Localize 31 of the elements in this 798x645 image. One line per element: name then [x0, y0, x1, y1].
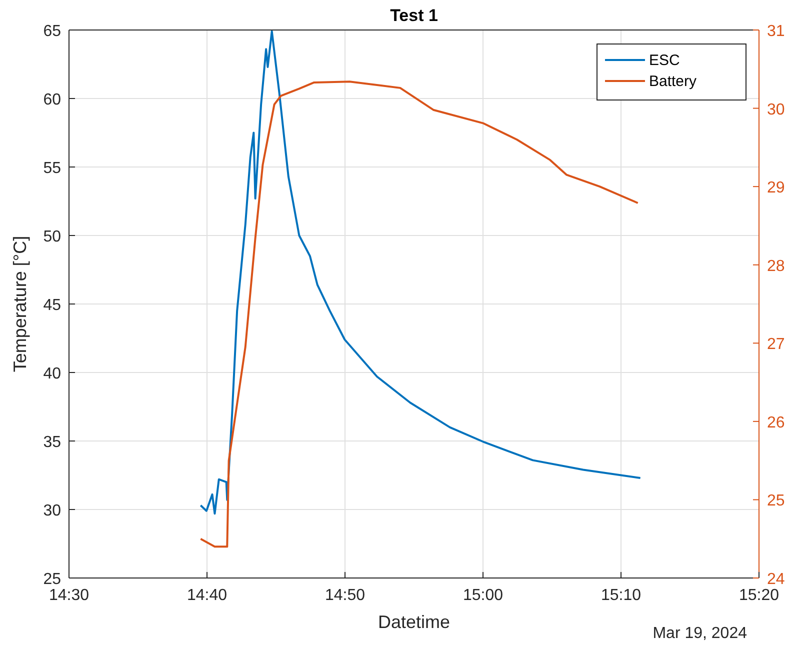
line-series — [200, 30, 642, 515]
legend-label: ESC — [649, 52, 680, 69]
y-tick-label: 35 — [43, 434, 62, 451]
y-tick-label: 30 — [43, 502, 62, 520]
y-tick-label: 55 — [43, 160, 62, 177]
x-tick-label: 15:10 — [600, 587, 642, 604]
legend-label: Battery — [649, 73, 698, 90]
x-tick-label: 14:30 — [48, 587, 90, 604]
text: Mar 19, 2024 — [652, 625, 748, 642]
y2-tick-label: 24 — [767, 571, 785, 588]
x-tick-label: 14:50 — [324, 587, 366, 604]
y2-tick-label: 25 — [767, 492, 785, 510]
x-axis-title: Datetime — [378, 612, 450, 632]
chart-title: Test 1 — [390, 6, 438, 25]
y-tick-label: 65 — [43, 23, 62, 40]
y2-tick-label: 29 — [767, 180, 785, 197]
line-series — [200, 80, 639, 548]
y2-tick-label: 28 — [767, 258, 785, 275]
y-tick-label: 45 — [43, 297, 62, 314]
x-tick-label: 15:00 — [462, 587, 504, 604]
y2-tick-label: 30 — [767, 101, 785, 118]
y-axis-title: Temperature [°C] — [10, 236, 30, 372]
x-tick-label: 15:20 — [738, 587, 780, 604]
y-tick-label: 40 — [43, 366, 62, 382]
y-tick-label: 50 — [43, 228, 62, 246]
y2-tick-label: 27 — [767, 336, 785, 354]
y-tick-label: 25 — [43, 571, 62, 588]
x-tick-label: 14:40 — [186, 587, 228, 604]
y2-tick-label: 31 — [767, 23, 785, 40]
y-tick-label: 60 — [43, 92, 62, 108]
y2-tick-label: 26 — [767, 414, 785, 432]
